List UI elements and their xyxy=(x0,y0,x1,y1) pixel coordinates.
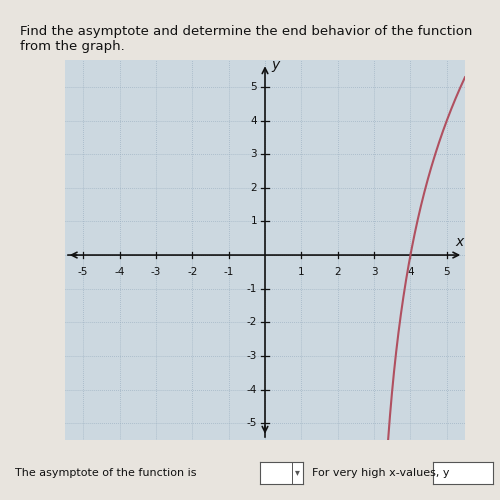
Text: 4: 4 xyxy=(407,267,414,277)
Text: x: x xyxy=(456,236,464,250)
Text: -2: -2 xyxy=(187,267,198,277)
Text: The asymptote of the function is: The asymptote of the function is xyxy=(15,468,196,477)
Text: 2: 2 xyxy=(250,183,257,193)
Text: -5: -5 xyxy=(78,267,88,277)
Text: -2: -2 xyxy=(246,318,257,328)
Text: 4: 4 xyxy=(250,116,257,126)
Text: 2: 2 xyxy=(334,267,341,277)
Text: -1: -1 xyxy=(246,284,257,294)
Text: -5: -5 xyxy=(246,418,257,428)
Text: -1: -1 xyxy=(224,267,234,277)
Text: -3: -3 xyxy=(246,351,257,361)
Text: -4: -4 xyxy=(114,267,124,277)
Text: ▾: ▾ xyxy=(295,468,300,477)
Text: -3: -3 xyxy=(150,267,161,277)
Text: 3: 3 xyxy=(371,267,378,277)
Text: 1: 1 xyxy=(298,267,304,277)
Text: For very high x-values, y: For very high x-values, y xyxy=(312,468,450,477)
Text: 5: 5 xyxy=(444,267,450,277)
Text: y: y xyxy=(271,58,280,72)
Text: 1: 1 xyxy=(250,216,257,226)
Text: Find the asymptote and determine the end behavior of the function from the graph: Find the asymptote and determine the end… xyxy=(20,25,472,53)
Text: 3: 3 xyxy=(250,149,257,159)
Text: 5: 5 xyxy=(250,82,257,92)
Text: -4: -4 xyxy=(246,384,257,394)
